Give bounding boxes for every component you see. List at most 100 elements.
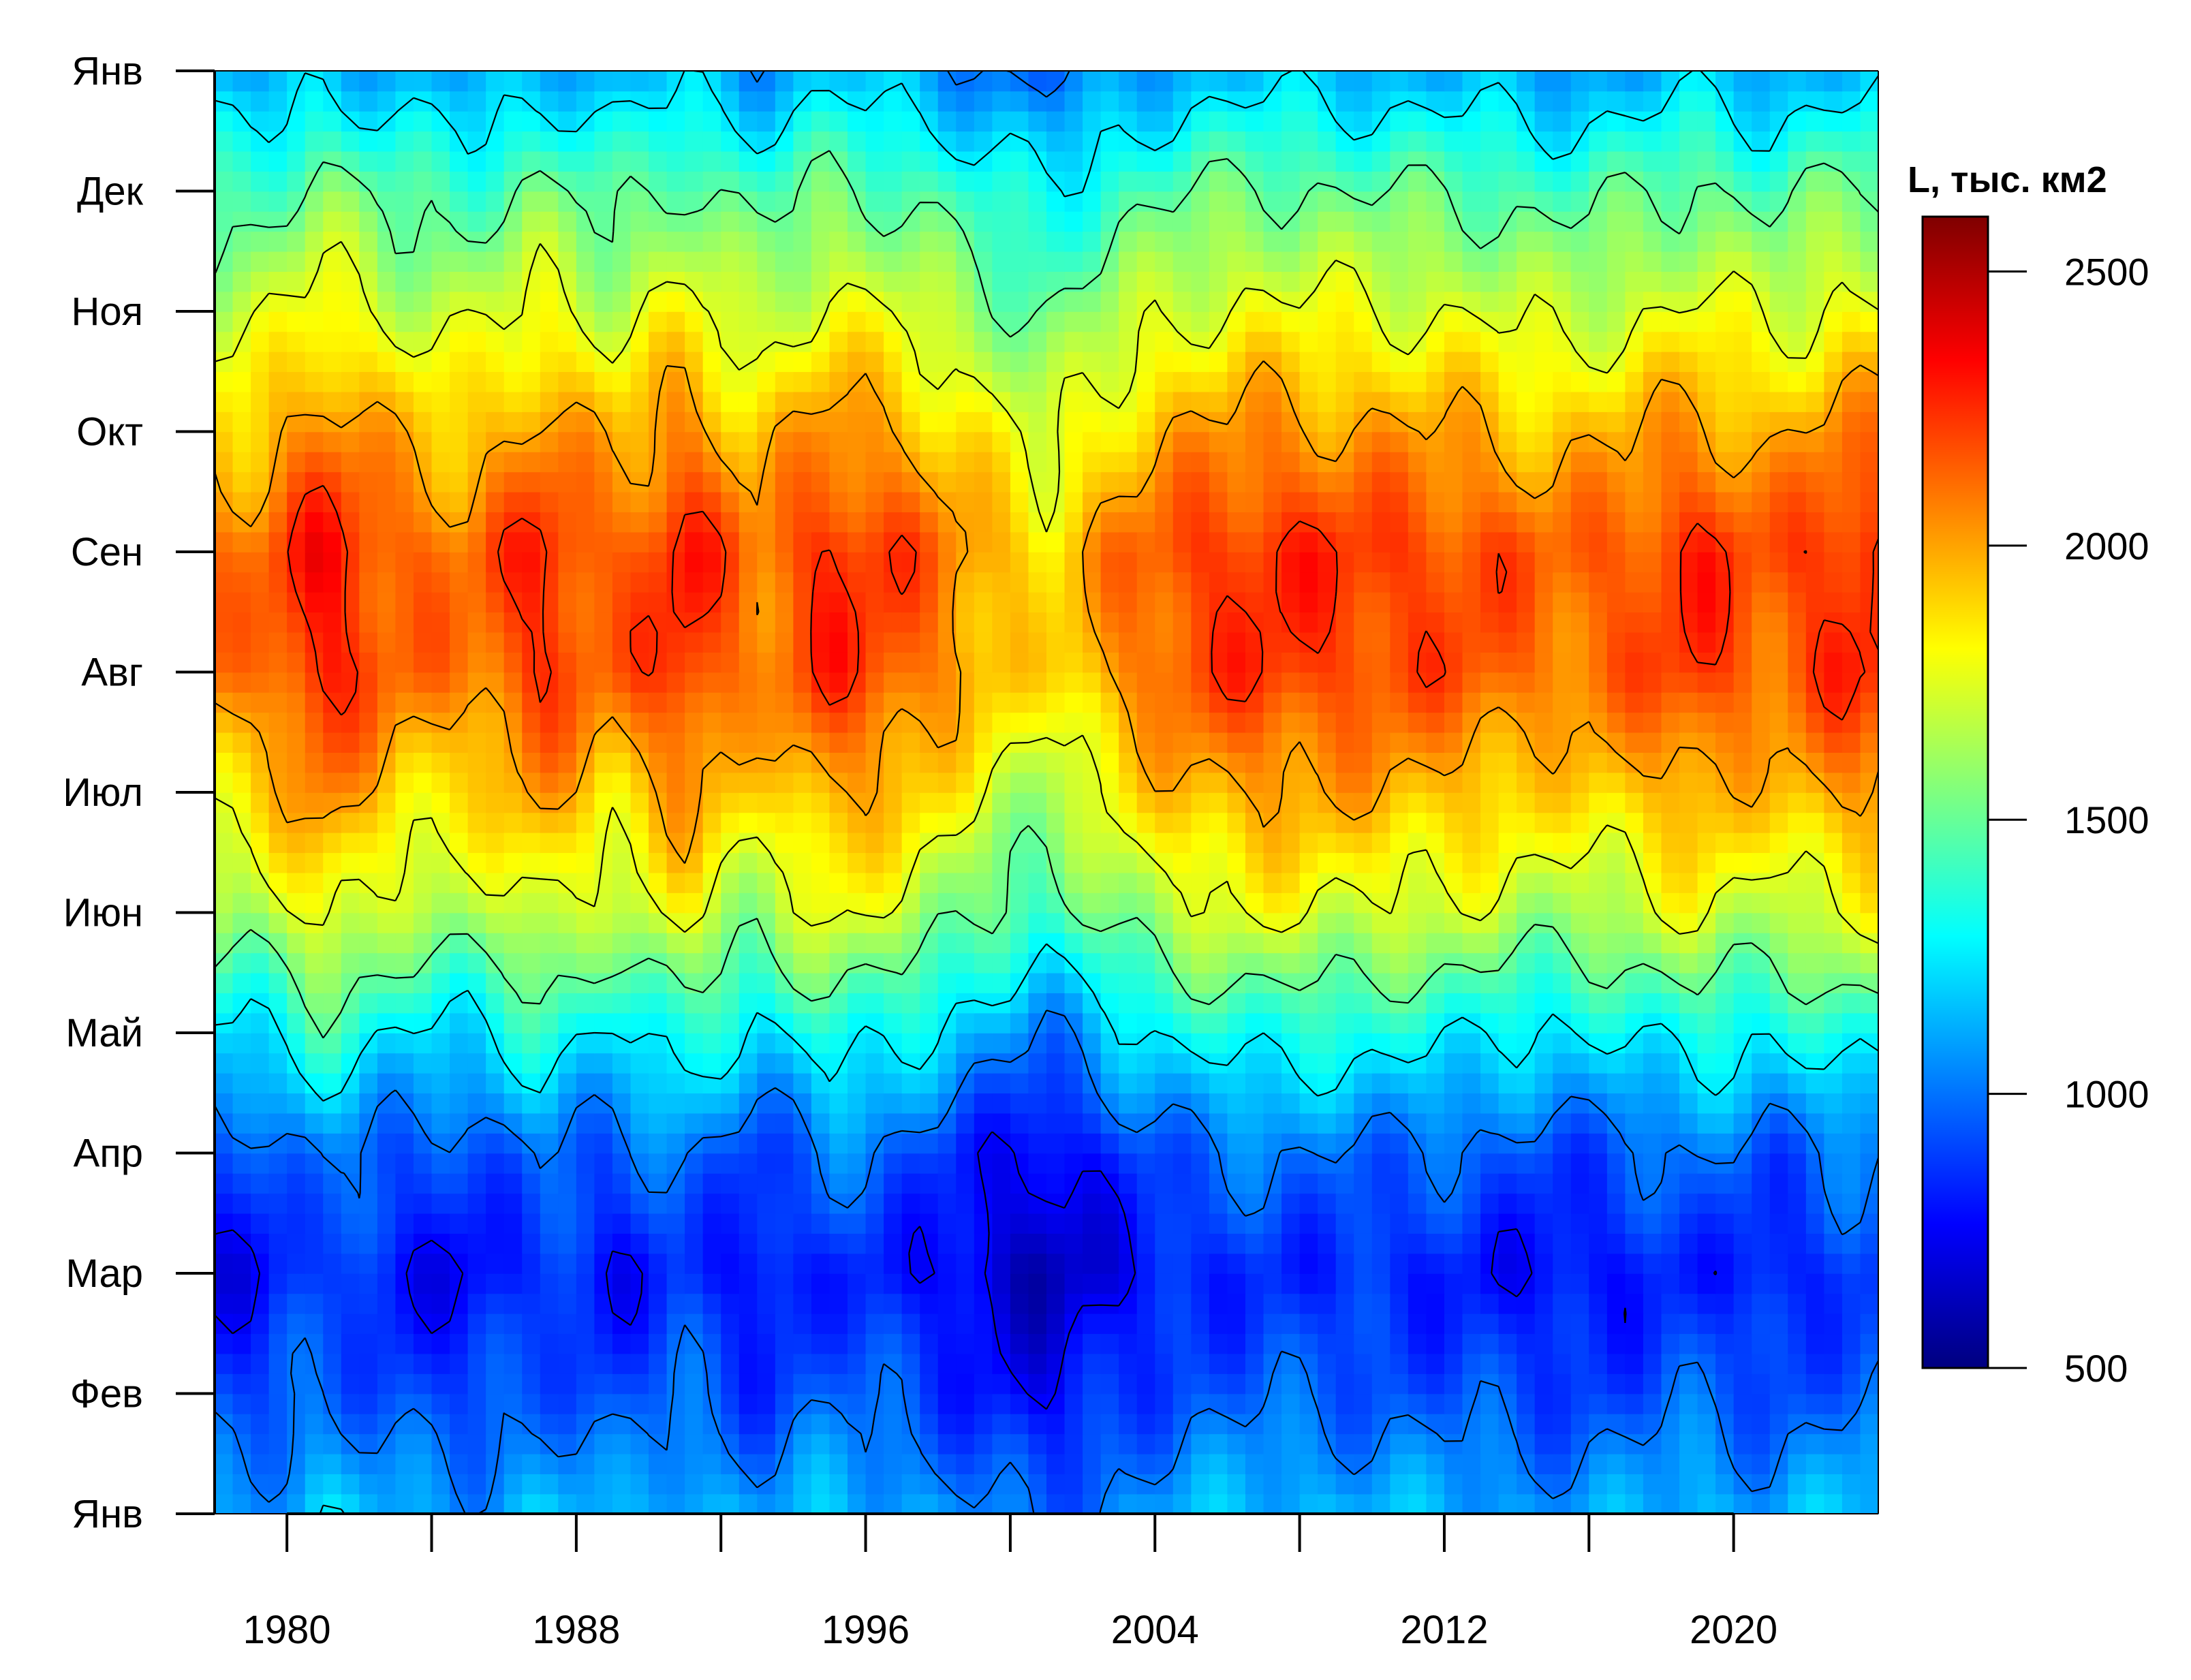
heatmap-cell	[1318, 1393, 1337, 1414]
heatmap-cell	[1589, 531, 1608, 553]
heatmap-cell	[1462, 531, 1481, 553]
heatmap-cell	[1335, 1493, 1355, 1514]
heatmap-cell	[937, 1493, 957, 1514]
heatmap-cell	[1119, 1113, 1138, 1134]
heatmap-cell	[848, 652, 867, 673]
heatmap-cell	[323, 1053, 342, 1074]
heatmap-cell	[1444, 812, 1463, 833]
heatmap-cell	[1028, 993, 1047, 1014]
heatmap-cell	[757, 932, 776, 954]
heatmap-cell	[1842, 993, 1861, 1014]
heatmap-cell	[901, 872, 920, 893]
heatmap-cell	[739, 1353, 758, 1374]
heatmap-cell	[594, 732, 613, 753]
heatmap-cell	[1083, 712, 1102, 733]
heatmap-cell	[630, 772, 649, 793]
heatmap-cell	[829, 491, 848, 512]
heatmap-cell	[920, 1193, 939, 1214]
heatmap-cell	[377, 952, 397, 974]
heatmap-cell	[232, 1012, 251, 1033]
heatmap-cell	[739, 1093, 758, 1114]
heatmap-cell	[1661, 932, 1680, 954]
heatmap-cell	[540, 512, 559, 533]
heatmap-cell	[431, 471, 450, 493]
heatmap-cell	[1788, 712, 1807, 733]
heatmap-cell	[1209, 451, 1228, 473]
heatmap-cell	[1426, 972, 1445, 993]
heatmap-cell	[594, 1072, 613, 1094]
heatmap-cell	[413, 1153, 433, 1174]
heatmap-cell	[1155, 1453, 1174, 1474]
heatmap-cell	[1606, 451, 1626, 473]
heatmap-cell	[467, 1253, 486, 1274]
heatmap-cell	[1172, 512, 1192, 533]
heatmap-cell	[1390, 1153, 1409, 1174]
heatmap-cell	[1155, 691, 1174, 713]
heatmap-cell	[305, 1393, 324, 1414]
heatmap-cell	[612, 691, 632, 713]
heatmap-cell	[920, 1213, 939, 1234]
heatmap-cell	[341, 1213, 360, 1234]
heatmap-cell	[992, 672, 1011, 693]
heatmap-cell	[1606, 892, 1626, 914]
heatmap-cell	[1281, 591, 1301, 613]
heatmap-cell	[1010, 1393, 1029, 1414]
heatmap-cell	[1172, 752, 1192, 773]
heatmap-cell	[1752, 1373, 1771, 1395]
heatmap-cell	[1444, 1113, 1463, 1134]
heatmap-cell	[612, 972, 632, 993]
heatmap-cell	[1318, 652, 1337, 673]
heatmap-cell	[450, 752, 469, 773]
heatmap-cell	[666, 752, 685, 773]
heatmap-cell	[1534, 972, 1554, 993]
heatmap-cell	[649, 1453, 668, 1474]
heatmap-cell	[1860, 1493, 1879, 1514]
heatmap-cell	[1281, 912, 1301, 933]
heatmap-cell	[1046, 1493, 1066, 1514]
heatmap-cell	[1136, 1253, 1156, 1274]
heatmap-cell	[1354, 652, 1373, 673]
heatmap-cell	[287, 1313, 306, 1335]
heatmap-cell	[287, 652, 306, 673]
heatmap-cell	[757, 1012, 776, 1033]
heatmap-cell	[1462, 1133, 1481, 1154]
heatmap-cell	[1245, 1093, 1264, 1114]
heatmap-cell	[757, 732, 776, 753]
heatmap-cell	[1209, 892, 1228, 914]
heatmap-cell	[1245, 1474, 1264, 1495]
heatmap-cell	[1209, 612, 1228, 633]
heatmap-cell	[1426, 552, 1445, 573]
heatmap-cell	[793, 1153, 812, 1174]
heatmap-cell	[1589, 1333, 1608, 1354]
heatmap-cell	[1534, 792, 1554, 813]
heatmap-cell	[215, 632, 234, 653]
heatmap-cell	[1136, 491, 1156, 512]
heatmap-cell	[1697, 1493, 1716, 1514]
heatmap-cell	[522, 812, 541, 833]
heatmap-cell	[251, 1113, 270, 1134]
heatmap-cell	[1679, 772, 1698, 793]
heatmap-cell	[992, 612, 1011, 633]
heatmap-cell	[305, 1373, 324, 1395]
heatmap-cell	[721, 672, 740, 693]
heatmap-cell	[1028, 632, 1047, 653]
heatmap-cell	[413, 1093, 433, 1114]
heatmap-cell	[1752, 612, 1771, 633]
heatmap-cell	[865, 1053, 884, 1074]
heatmap-cell	[992, 972, 1011, 993]
heatmap-cell	[1517, 1153, 1536, 1174]
heatmap-cell	[1498, 552, 1517, 573]
heatmap-cell	[829, 1453, 848, 1474]
heatmap-cell	[612, 632, 632, 653]
heatmap-cell	[413, 892, 433, 914]
heatmap-cell	[793, 872, 812, 893]
heatmap-cell	[450, 1193, 469, 1214]
heatmap-cell	[522, 1373, 541, 1395]
heatmap-cell	[1408, 912, 1427, 933]
heatmap-cell	[377, 1393, 397, 1414]
heatmap-cell	[721, 1373, 740, 1395]
heatmap-cell	[377, 552, 397, 573]
heatmap-cell	[1390, 952, 1409, 974]
heatmap-cell	[666, 451, 685, 473]
heatmap-cell	[1733, 952, 1752, 974]
